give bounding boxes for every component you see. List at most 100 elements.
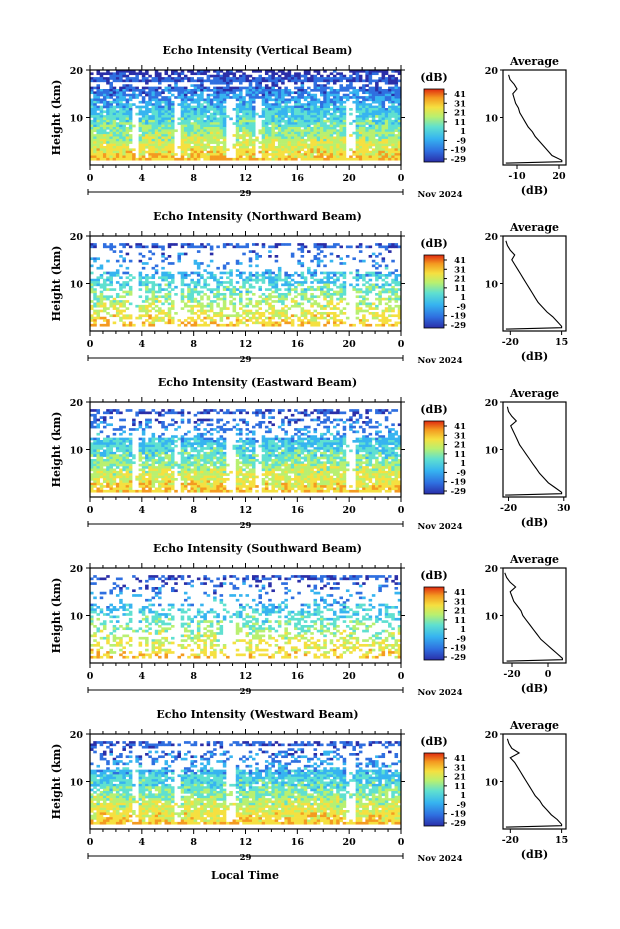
heatmap-cell: [281, 100, 285, 104]
heatmap-cell: [277, 70, 282, 73]
heatmap-cell: [209, 93, 214, 97]
heatmap-cell: [332, 96, 337, 99]
heatmap-cell: [119, 475, 123, 479]
heatmap-cell: [388, 127, 392, 130]
heatmap-cell: [287, 288, 292, 291]
heatmap-cell: [206, 297, 211, 301]
heatmap-cell: [170, 136, 175, 140]
heatmap-cell: [180, 134, 185, 137]
heatmap-cell: [332, 122, 337, 125]
heatmap-cell: [384, 297, 389, 301]
heatmap-cell: [384, 247, 389, 251]
heatmap-cell: [310, 271, 314, 275]
heatmap-cell: [235, 108, 240, 111]
heatmap-cell: [112, 478, 117, 481]
heatmap-cell: [135, 96, 139, 99]
heatmap-cell: [300, 312, 305, 315]
heatmap-cell: [394, 155, 399, 159]
heatmap-cell: [151, 98, 156, 102]
heatmap-cell: [258, 115, 262, 118]
heatmap-cell: [219, 112, 224, 116]
heatmap-cell: [213, 314, 217, 318]
heatmap-cell: [326, 283, 331, 287]
heatmap-cell: [106, 459, 110, 462]
heatmap-cell: [378, 103, 382, 106]
heatmap-cell: [349, 96, 353, 99]
heatmap-cell: [290, 138, 295, 142]
heatmap-cell: [310, 293, 314, 296]
heatmap-cell: [125, 487, 130, 491]
heatmap-cell: [316, 108, 321, 111]
heatmap-cell: [99, 285, 104, 289]
heatmap-cell: [119, 288, 123, 291]
heatmap-cell: [307, 122, 311, 125]
heatmap-cell: [342, 77, 347, 80]
heatmap-cell: [229, 269, 233, 272]
heatmap-cell: [375, 72, 379, 76]
heatmap-cell: [119, 470, 123, 474]
heatmap-cell: [145, 307, 149, 310]
heatmap-cell: [271, 74, 275, 78]
heatmap-cell: [106, 442, 110, 446]
heatmap-cell: [229, 70, 233, 73]
heatmap-cell: [106, 150, 110, 154]
heatmap-cell: [216, 304, 220, 308]
heatmap-cell: [303, 153, 308, 156]
heatmap-cell: [271, 309, 275, 313]
heatmap-cell: [358, 110, 363, 114]
heatmap-cell: [141, 79, 146, 83]
heatmap-cell: [148, 454, 152, 457]
heatmap-cell: [219, 129, 224, 133]
heatmap-cell: [158, 136, 162, 140]
heatmap-cell: [310, 119, 314, 123]
y-tick-label: 20: [70, 232, 84, 243]
heatmap-cell: [125, 323, 130, 327]
heatmap-cell: [128, 463, 133, 467]
heatmap-cell: [115, 309, 120, 313]
heatmap-cell: [284, 122, 288, 125]
heatmap-cell: [375, 93, 379, 97]
heatmap-cell: [294, 295, 298, 299]
heatmap-cell: [307, 319, 311, 322]
heatmap-cell: [177, 257, 182, 261]
heatmap-cell: [138, 309, 143, 313]
heatmap-cell: [125, 271, 130, 275]
heatmap-cell: [119, 461, 123, 465]
heatmap-cell: [365, 131, 369, 135]
heatmap-cell: [141, 468, 146, 472]
heatmap-cell: [102, 243, 107, 246]
heatmap-cell: [119, 428, 123, 431]
heatmap-cell: [112, 129, 117, 133]
heatmap-cell: [310, 285, 314, 289]
heatmap-cell: [342, 74, 347, 78]
heatmap-cell: [170, 131, 175, 135]
heatmap-cell: [219, 117, 224, 121]
heatmap-cell: [388, 148, 392, 152]
heatmap-cell: [187, 108, 191, 111]
heatmap-cell: [371, 108, 376, 111]
heatmap-cell: [235, 150, 240, 154]
heatmap-cell: [371, 98, 376, 102]
heatmap-cell: [190, 89, 194, 92]
heatmap-cell: [119, 131, 123, 135]
heatmap-cell: [161, 312, 165, 315]
heatmap-cell: [138, 473, 143, 476]
heatmap-cell: [190, 309, 194, 313]
heatmap-cell: [297, 150, 301, 154]
heatmap-cell: [303, 143, 308, 147]
heatmap-cell: [154, 138, 159, 142]
heatmap-cell: [112, 271, 117, 275]
heatmap-cell: [151, 86, 156, 90]
heatmap-cell: [294, 79, 298, 83]
heatmap-cell: [125, 466, 130, 469]
heatmap-cell: [109, 115, 113, 118]
heatmap-cell: [232, 74, 237, 78]
heatmap-cell: [109, 459, 113, 462]
heatmap-cell: [310, 316, 314, 320]
heatmap-cell: [287, 290, 292, 294]
heatmap-cell: [294, 134, 298, 137]
heatmap-cell: [336, 124, 340, 128]
heatmap-cell: [99, 153, 104, 156]
heatmap-cell: [90, 283, 94, 287]
heatmap-cell: [261, 141, 266, 144]
